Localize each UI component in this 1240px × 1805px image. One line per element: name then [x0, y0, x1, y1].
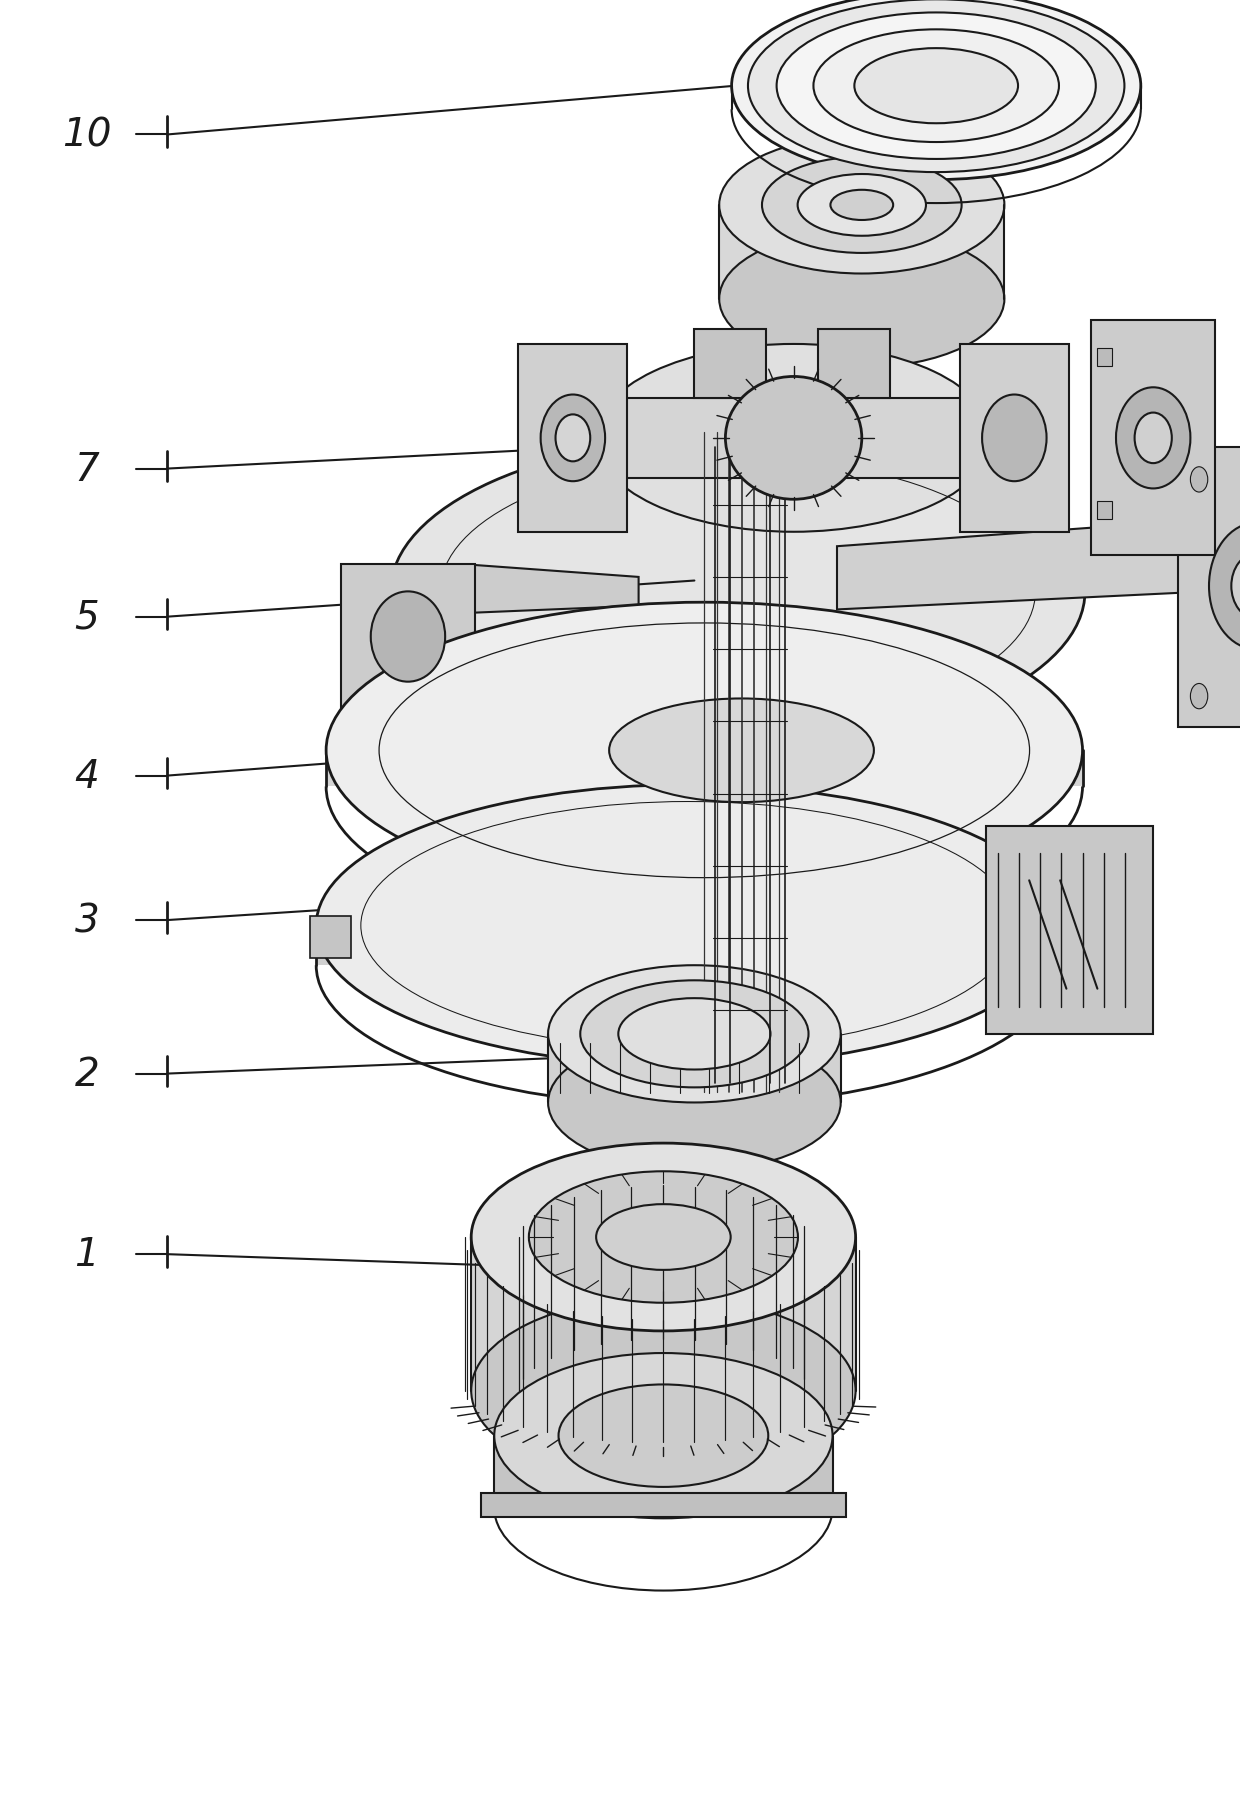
- Polygon shape: [732, 87, 1141, 105]
- Ellipse shape: [831, 191, 893, 220]
- Ellipse shape: [1190, 684, 1208, 709]
- Text: 2: 2: [74, 1054, 99, 1094]
- Ellipse shape: [719, 137, 1004, 274]
- Text: 4: 4: [74, 756, 99, 796]
- Ellipse shape: [748, 0, 1125, 173]
- Ellipse shape: [529, 1171, 799, 1303]
- Ellipse shape: [619, 998, 770, 1070]
- Ellipse shape: [1209, 523, 1240, 650]
- Ellipse shape: [471, 1296, 856, 1484]
- Ellipse shape: [609, 699, 874, 803]
- Polygon shape: [548, 1034, 841, 1103]
- Text: 7: 7: [74, 449, 99, 489]
- Ellipse shape: [797, 175, 926, 236]
- Polygon shape: [310, 917, 351, 958]
- Text: 10: 10: [62, 116, 112, 155]
- Polygon shape: [316, 926, 1060, 966]
- Polygon shape: [518, 345, 627, 532]
- Polygon shape: [341, 565, 475, 709]
- Polygon shape: [837, 520, 1209, 610]
- Ellipse shape: [761, 157, 962, 255]
- Ellipse shape: [595, 345, 992, 532]
- Polygon shape: [521, 399, 1066, 478]
- Polygon shape: [986, 827, 1153, 1034]
- Ellipse shape: [316, 785, 1060, 1067]
- Polygon shape: [471, 1238, 856, 1390]
- Polygon shape: [465, 565, 639, 614]
- Ellipse shape: [732, 0, 1141, 180]
- Ellipse shape: [556, 415, 590, 462]
- Polygon shape: [960, 345, 1069, 532]
- Ellipse shape: [371, 592, 445, 682]
- FancyBboxPatch shape: [1097, 502, 1112, 520]
- Ellipse shape: [1116, 388, 1190, 489]
- Ellipse shape: [471, 1144, 856, 1332]
- Polygon shape: [719, 206, 1004, 300]
- Ellipse shape: [326, 603, 1083, 899]
- FancyBboxPatch shape: [694, 330, 766, 399]
- Ellipse shape: [719, 231, 1004, 368]
- FancyBboxPatch shape: [1091, 321, 1215, 556]
- Ellipse shape: [596, 1204, 730, 1271]
- Ellipse shape: [725, 377, 862, 500]
- Text: 1: 1: [74, 1235, 99, 1274]
- Ellipse shape: [1231, 554, 1240, 619]
- Text: 3: 3: [74, 901, 99, 940]
- Polygon shape: [1178, 448, 1240, 727]
- Ellipse shape: [580, 980, 808, 1088]
- Ellipse shape: [982, 395, 1047, 482]
- Ellipse shape: [391, 437, 1085, 747]
- Ellipse shape: [548, 1034, 841, 1171]
- FancyBboxPatch shape: [1097, 348, 1112, 366]
- Polygon shape: [481, 1495, 846, 1516]
- Ellipse shape: [1190, 467, 1208, 493]
- Ellipse shape: [495, 1354, 832, 1518]
- Ellipse shape: [558, 1384, 769, 1487]
- Polygon shape: [326, 751, 1083, 787]
- FancyBboxPatch shape: [818, 330, 890, 399]
- Ellipse shape: [813, 31, 1059, 143]
- Ellipse shape: [1135, 413, 1172, 464]
- Ellipse shape: [548, 966, 841, 1103]
- Ellipse shape: [854, 49, 1018, 125]
- Polygon shape: [495, 1437, 832, 1509]
- Text: 5: 5: [74, 597, 99, 637]
- Ellipse shape: [776, 13, 1096, 161]
- Ellipse shape: [541, 395, 605, 482]
